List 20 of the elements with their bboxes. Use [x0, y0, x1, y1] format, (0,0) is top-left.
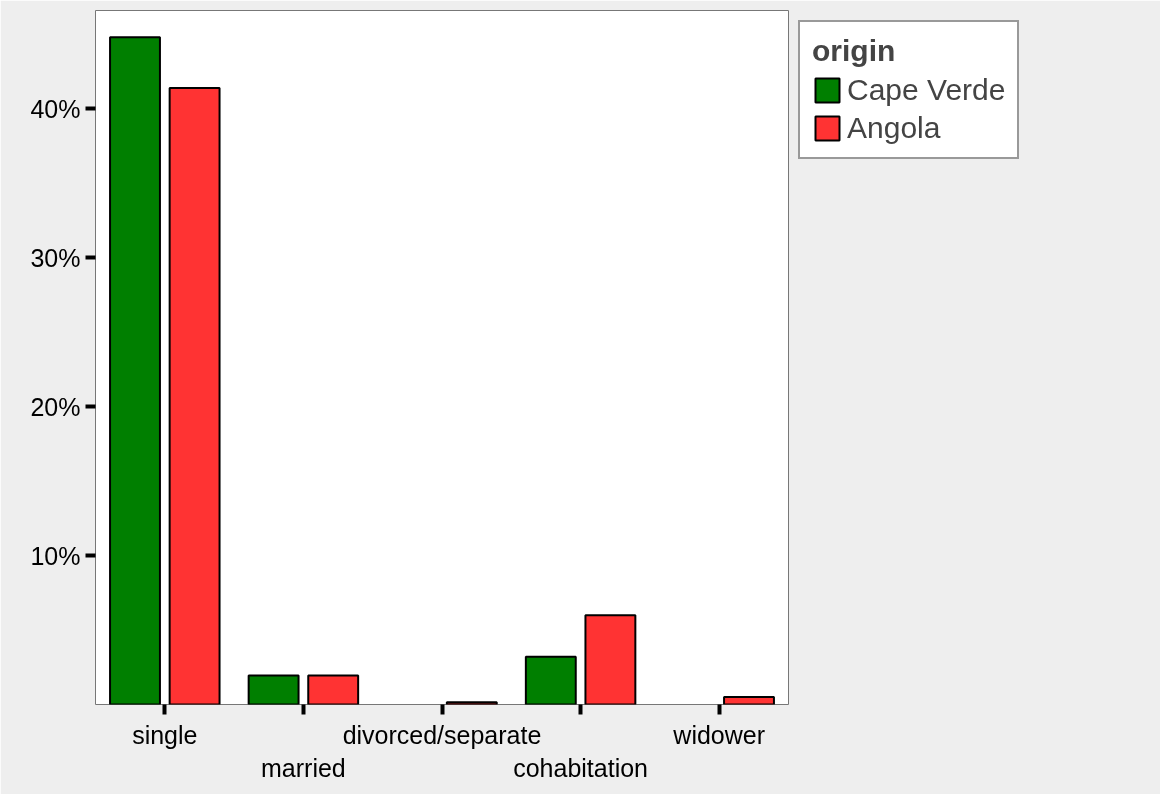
x-tick-label: married	[261, 754, 346, 783]
legend-label: Angola	[847, 111, 941, 145]
bar	[445, 701, 498, 705]
y-tick-label: 10%	[30, 541, 81, 570]
bar	[723, 696, 775, 705]
legend-title: origin	[812, 34, 897, 68]
bar	[307, 674, 360, 705]
bar	[109, 36, 161, 705]
x-tick-label: single	[132, 720, 198, 749]
bar	[584, 614, 637, 705]
bar	[524, 655, 577, 705]
y-tick-label: 30%	[30, 243, 81, 272]
x-tick-label: divorced/separate	[342, 720, 542, 749]
bar	[168, 86, 221, 705]
legend-label: Cape Verde	[847, 73, 1006, 107]
y-tick-label: 40%	[30, 94, 81, 123]
y-tick-label: 20%	[30, 392, 81, 421]
bar	[247, 674, 300, 705]
x-tick-label: widower	[672, 720, 766, 749]
x-tick-label: cohabitation	[513, 754, 649, 783]
